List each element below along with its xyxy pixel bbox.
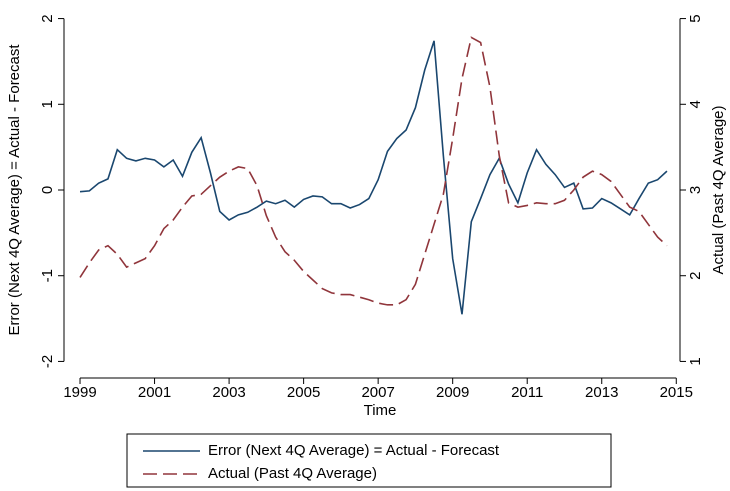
y-tick-label: 1 [39,100,56,108]
x-tick-label: 1999 [63,384,96,401]
y-tick-label: -1 [39,269,56,282]
x-tick-label: 2011 [511,384,543,401]
y2-axis-title: Actual (Past 4Q Average) [710,106,727,275]
x-tick-label: 2001 [138,384,171,401]
y2-tick-label: 2 [687,272,704,280]
legend-box [126,433,612,488]
y2-tick-label: 1 [687,357,704,365]
series-line [79,36,668,306]
series-line [79,40,668,315]
y-axis-title: Error (Next 4Q Average) = Actual - Forec… [6,44,23,336]
x-tick-label: 2013 [585,384,618,401]
y2-tick-label: 3 [687,186,704,194]
x-tick-label: 2007 [361,384,394,401]
y-tick-label: -2 [39,355,56,368]
x-tick-label: 2009 [436,384,469,401]
legend-label: Actual (Past 4Q Average) [208,465,377,482]
x-tick-label: 2005 [287,384,320,401]
x-axis-title: Time [364,402,397,419]
legend-label: Error (Next 4Q Average) = Actual - Forec… [208,442,500,459]
y-tick-label: 2 [39,14,56,22]
y-tick-label: 0 [39,186,56,194]
x-tick-label: 2015 [660,384,693,401]
y2-tick-label: 4 [687,100,704,108]
x-tick-label: 2003 [212,384,245,401]
y2-tick-label: 5 [687,14,704,22]
